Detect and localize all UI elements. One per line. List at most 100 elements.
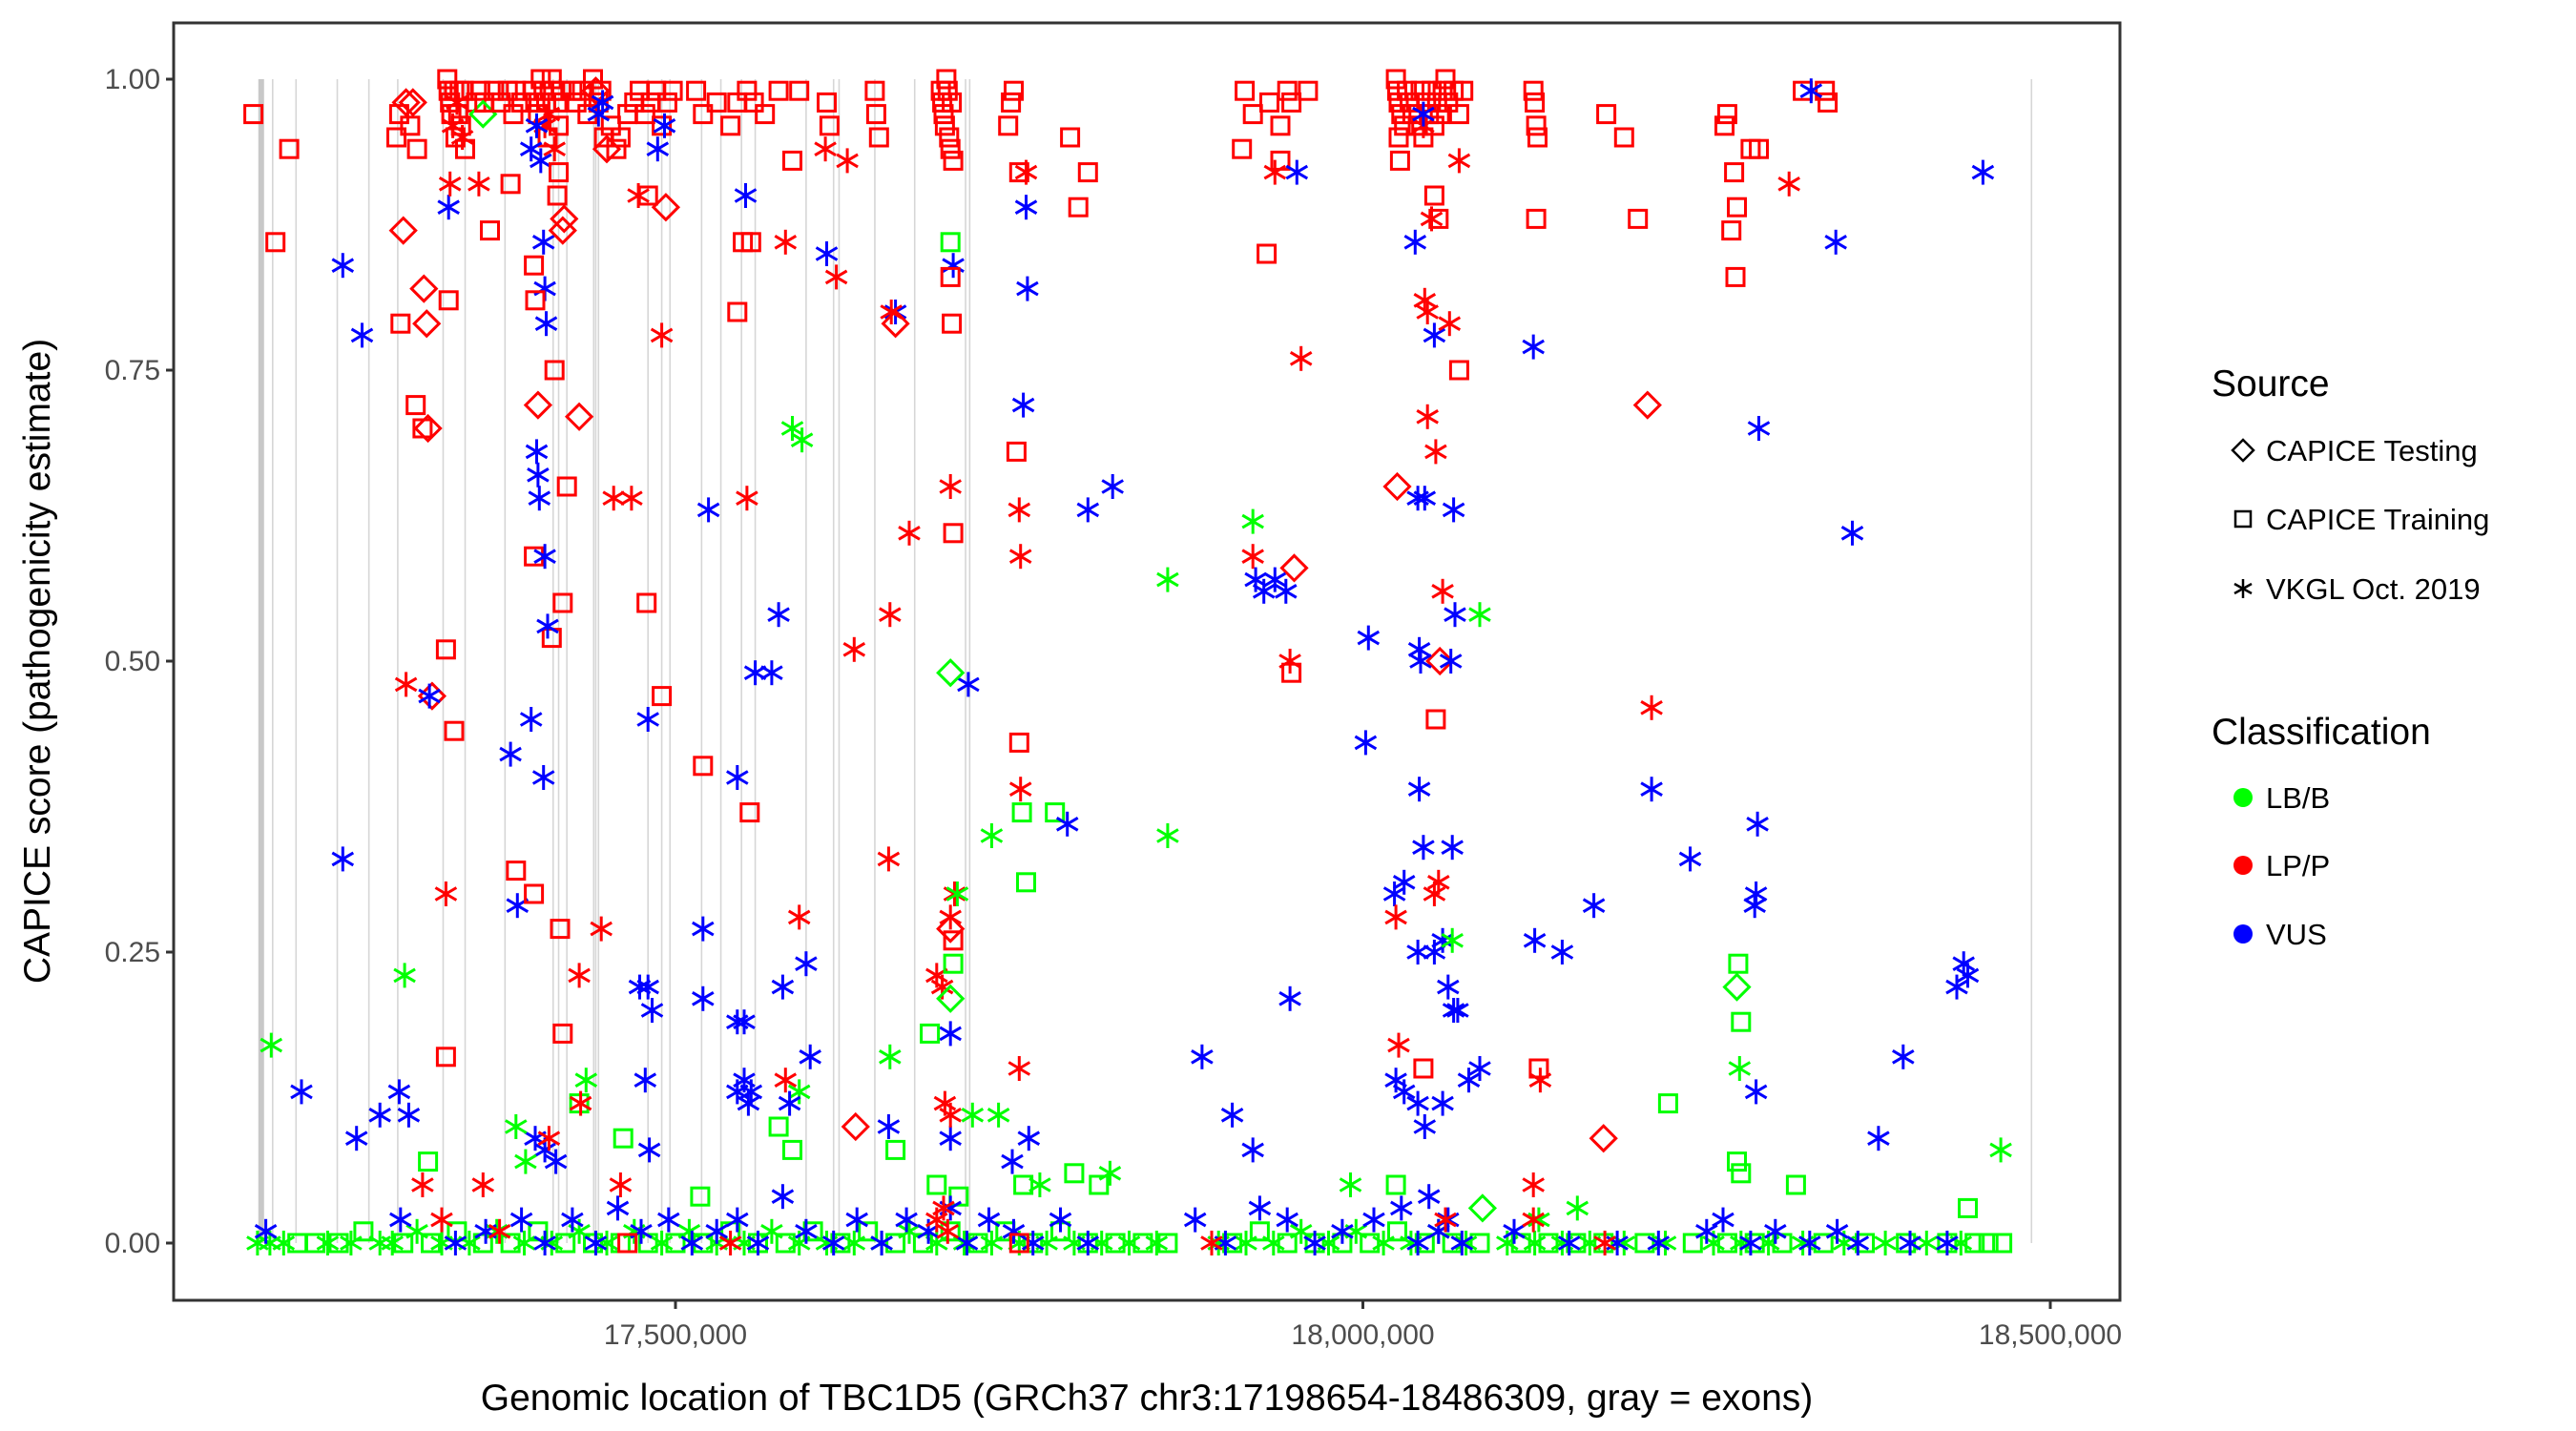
data-point-asterisk [1101, 474, 1124, 499]
data-point-asterisk [584, 1231, 608, 1255]
data-point-square [606, 138, 627, 159]
data-point-square [524, 255, 545, 276]
data-point-asterisk [1441, 927, 1464, 953]
data-points [243, 69, 2013, 1255]
data-point-square [393, 1233, 414, 1254]
data-point-asterisk [1640, 695, 1663, 720]
data-point-square [636, 592, 657, 613]
data-point-asterisk [350, 322, 374, 348]
data-point-asterisk [590, 916, 613, 942]
data-point-asterisk [650, 322, 674, 348]
data-point-square [1388, 127, 1409, 148]
legend-item-lpp: LP/P [2233, 849, 2330, 882]
data-point-asterisk [437, 195, 460, 220]
data-point-asterisk [634, 1068, 657, 1093]
data-point-asterisk [1892, 1044, 1915, 1069]
data-point-asterisk [1989, 1137, 2012, 1163]
data-point-square [1013, 1174, 1034, 1195]
data-point-asterisk [1387, 1032, 1410, 1058]
x-axis-title: Genomic location of TBC1D5 (GRCh37 chr3:… [481, 1378, 1814, 1419]
data-point-square [1298, 80, 1319, 101]
data-point-asterisk [637, 1137, 661, 1163]
x-tick-label: 18,000,000 [1291, 1319, 1434, 1351]
data-point-asterisk [799, 1044, 821, 1069]
data-point-asterisk [533, 544, 556, 570]
data-point-square [1628, 208, 1649, 229]
data-point-square [437, 69, 458, 90]
data-point-asterisk [1438, 311, 1462, 337]
data-point-square [1525, 92, 1546, 113]
data-point-square [1958, 1197, 1978, 1218]
data-point-asterisk [499, 741, 522, 767]
data-point-square [552, 592, 573, 613]
data-point-square [1105, 1233, 1126, 1254]
data-point-square [1257, 243, 1278, 264]
data-point-square [768, 80, 789, 101]
data-point-asterisk [1028, 1172, 1051, 1197]
data-point-square [665, 1233, 686, 1254]
data-point-asterisk [1437, 974, 1460, 1000]
data-point-asterisk [778, 1090, 801, 1116]
data-point-square [720, 115, 741, 136]
data-point-square [1728, 953, 1749, 974]
data-point-square [743, 92, 764, 113]
data-point-asterisk [1412, 101, 1435, 127]
data-point-diamond [936, 658, 966, 688]
data-point-square [926, 1174, 947, 1195]
data-point-square [1060, 127, 1081, 148]
data-point-asterisk [1339, 1172, 1362, 1197]
data-point-asterisk [606, 1195, 630, 1221]
data-point-asterisk [620, 486, 643, 511]
data-point-square [530, 69, 551, 90]
data-point-square [690, 1186, 711, 1207]
data-point-square [940, 266, 961, 287]
data-point-asterisk [1406, 1231, 1429, 1255]
data-point-asterisk [1423, 322, 1446, 348]
data-point-asterisk [1439, 649, 1463, 674]
legend-label: LB/B [2266, 781, 2330, 815]
data-point-asterisk [1523, 1231, 1547, 1255]
data-point-square [1724, 162, 1745, 183]
data-point-square [438, 290, 459, 311]
data-point-asterisk [1431, 1090, 1454, 1116]
data-point-square [279, 138, 300, 159]
data-point-asterisk [1011, 392, 1035, 418]
data-point-asterisk [1354, 730, 1378, 756]
data-point-asterisk [444, 1231, 467, 1255]
data-point-square [1785, 1174, 1806, 1195]
data-point-asterisk [680, 1231, 704, 1255]
data-point-square [998, 115, 1019, 136]
y-axis: 0.00 0.25 0.50 0.75 1.00 [105, 64, 174, 1259]
data-point-square [390, 313, 411, 334]
data-point-square [435, 1047, 456, 1068]
data-point-asterisk [787, 904, 811, 930]
x-tick-label: 18,500,000 [1979, 1319, 2122, 1351]
data-point-diamond [523, 390, 553, 420]
data-point-asterisk [939, 1102, 962, 1128]
data-point-square [706, 92, 727, 113]
data-point-square [1731, 1163, 1752, 1184]
data-point-square [1281, 92, 1302, 113]
data-point-asterisk [1522, 1172, 1545, 1197]
data-point-asterisk [1824, 229, 1847, 255]
data-point-diamond [1589, 1124, 1618, 1153]
data-point-asterisk [1746, 811, 1769, 837]
data-point-asterisk [1971, 159, 1995, 185]
data-point-asterisk [1014, 159, 1038, 185]
data-point-diamond [412, 309, 442, 339]
data-point-square [755, 104, 776, 125]
data-point-asterisk [534, 311, 558, 337]
data-point-asterisk [531, 765, 555, 790]
data-point-asterisk [705, 1218, 728, 1244]
data-point-asterisk [1730, 1231, 1753, 1255]
data-point-asterisk [1220, 1102, 1244, 1128]
data-point-asterisk [1156, 823, 1179, 848]
data-point-asterisk [1956, 963, 1980, 988]
data-point-diamond [564, 402, 594, 431]
data-point-square [693, 104, 714, 125]
data-point-asterisk [397, 1102, 421, 1128]
data-point-asterisk [1248, 1195, 1272, 1221]
data-point-asterisk [760, 660, 783, 686]
